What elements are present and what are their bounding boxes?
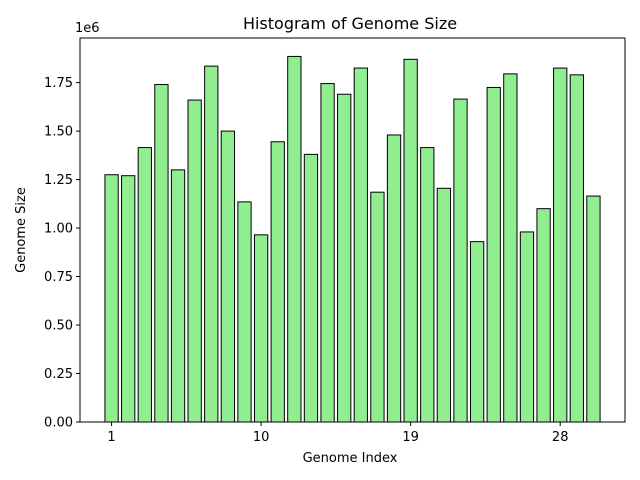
chart-title: Histogram of Genome Size — [243, 14, 457, 33]
bar-genome-17 — [370, 191, 385, 423]
y-tick-label: 0.00 — [44, 416, 73, 431]
y-offset-label: 1e6 — [75, 21, 100, 36]
bar-genome-13 — [303, 153, 319, 423]
bar-genome-24 — [486, 86, 501, 423]
bar-genome-27 — [536, 208, 551, 423]
bar-genome-1 — [104, 174, 119, 423]
x-tick-label: 10 — [253, 430, 270, 445]
x-axis-ticks: 1 10 19 28 — [107, 422, 568, 445]
y-tick-label: 0.75 — [44, 270, 73, 285]
bar-genome-6 — [187, 99, 202, 423]
bar-genome-26 — [519, 231, 535, 423]
y-tick-label: 0.25 — [44, 367, 73, 382]
bar-genome-23 — [469, 241, 485, 423]
x-tick-label: 19 — [402, 430, 419, 445]
y-axis-ticks: 0.00 0.25 0.50 0.75 1.00 1.25 1.50 1.75 — [44, 76, 80, 431]
bar-genome-30 — [586, 195, 601, 423]
bar-genome-22 — [453, 98, 468, 423]
bar-genome-25 — [503, 73, 518, 423]
y-tick-label: 1.50 — [44, 125, 73, 140]
x-tick-label: 1 — [107, 430, 115, 445]
bar-genome-19 — [403, 58, 418, 423]
bar-genome-8 — [220, 130, 236, 423]
bar-genome-11 — [270, 141, 285, 423]
y-tick-label: 1.00 — [44, 222, 73, 237]
bar-genome-2 — [121, 175, 136, 423]
y-tick-label: 1.75 — [44, 76, 73, 91]
bar-genome-14 — [320, 83, 335, 423]
bar-genome-10 — [253, 234, 269, 423]
bar-genome-18 — [386, 134, 402, 423]
plot-frame — [79, 37, 626, 423]
bars-group — [104, 55, 601, 423]
x-tick-label: 28 — [552, 430, 569, 445]
bar-genome-21 — [436, 187, 452, 423]
bar-genome-7 — [204, 65, 219, 423]
bar-genome-4 — [154, 84, 169, 423]
bar-genome-16 — [353, 67, 368, 423]
bar-genome-20 — [420, 147, 435, 423]
bar-genome-12 — [287, 55, 302, 423]
bar-genome-15 — [337, 93, 352, 423]
bar-genome-28 — [553, 67, 568, 423]
bar-genome-9 — [237, 201, 252, 423]
y-tick-label: 1.25 — [44, 173, 73, 188]
y-tick-label: 0.50 — [44, 319, 73, 334]
bar-genome-29 — [569, 74, 584, 423]
bar-genome-5 — [170, 169, 186, 423]
bar-genome-3 — [137, 147, 152, 423]
y-axis-title: Genome Size — [14, 187, 29, 273]
x-axis-title: Genome Index — [303, 451, 398, 466]
